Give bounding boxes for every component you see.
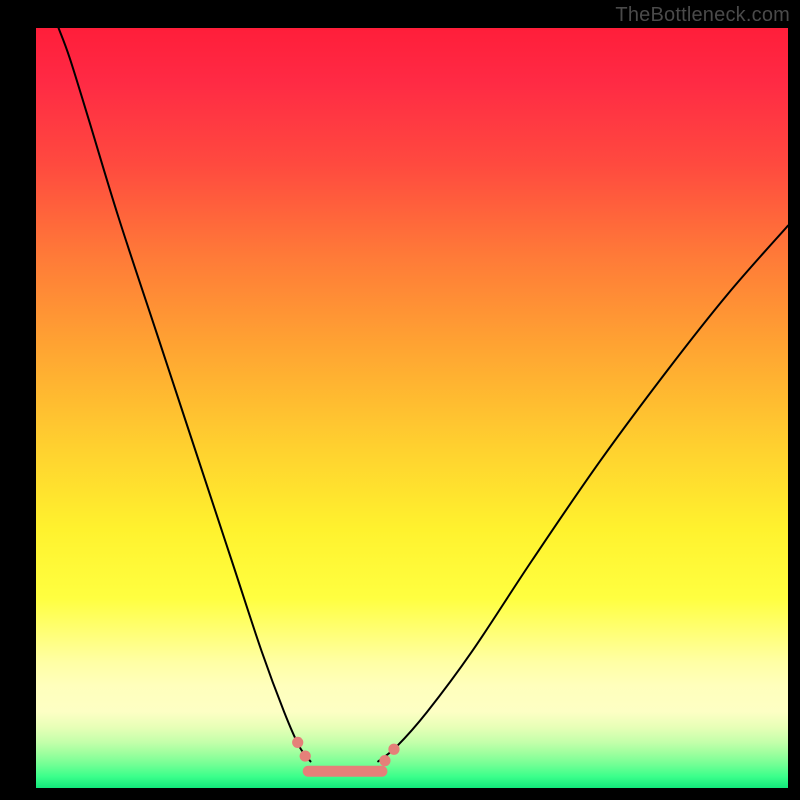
canvas: TheBottleneck.com bbox=[0, 0, 800, 800]
left-curve bbox=[59, 28, 311, 761]
bottleneck-marker-dot bbox=[292, 737, 303, 748]
right-curve bbox=[378, 226, 788, 762]
curve-layer bbox=[36, 28, 788, 788]
watermark-text: TheBottleneck.com bbox=[615, 4, 790, 27]
bottleneck-marker-dot bbox=[300, 750, 311, 761]
bottleneck-marker-dot bbox=[388, 744, 399, 755]
bottleneck-marker-dot bbox=[379, 755, 390, 766]
